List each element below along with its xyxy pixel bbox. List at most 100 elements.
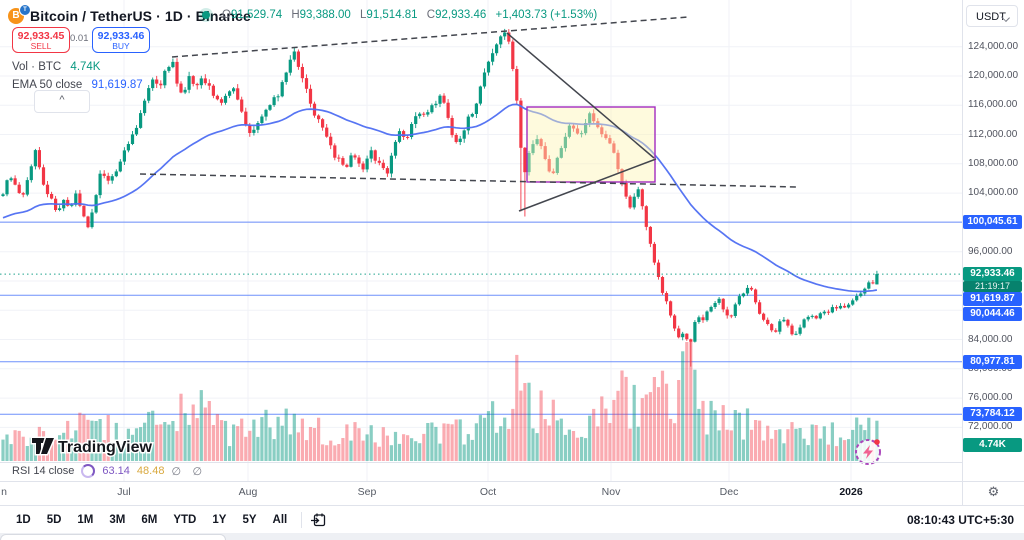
range-button-5y[interactable]: 5Y [242, 513, 257, 526]
toolbar-divider [301, 511, 303, 528]
price-axis[interactable]: 124,000.00 120,000.00 116,000.00 112,000.00… [963, 0, 1024, 481]
tether-coin-icon: T [19, 4, 31, 16]
rsi-legend-label: RSI 14 close [12, 465, 75, 477]
time-axis[interactable]: n Jul Aug Sep Oct Nov Dec 2026 [0, 482, 962, 505]
axis-settings-corner: ⚙ [963, 482, 1024, 505]
dashed-trendline-upper[interactable] [171, 16, 689, 58]
chevron-up-icon: ^ [59, 94, 65, 106]
range-button-3m[interactable]: 3M [109, 513, 126, 526]
spread-value: 0.01 [70, 33, 89, 44]
triangle-ascending-line[interactable] [518, 158, 657, 212]
rsi-value-2: 48.48 [136, 465, 165, 477]
rsi-legend[interactable]: RSI 14 close 63.14 48.48 ∅ ∅ [12, 464, 206, 478]
price-badge: 92,933.46 [963, 267, 1022, 281]
price-badge: 73,784.12 [963, 407, 1022, 421]
volume-legend-value: 4.74K [70, 61, 101, 73]
rsi-loading-spinner-icon [81, 464, 96, 478]
range-button-1m[interactable]: 1M [77, 513, 94, 526]
ohlc-high-label: H [291, 9, 300, 21]
time-tick-label: 2026 [839, 486, 863, 498]
rsi-value-1: 63.14 [102, 465, 130, 477]
timeaxis-separator [0, 481, 1024, 482]
ema-legend[interactable]: EMA 50 close 91,619.87 [12, 79, 143, 91]
ohlc-values: O91,529.74 H93,388.00 L91,514.81 C92,933… [216, 9, 597, 21]
price-badge: 91,619.87 [963, 292, 1022, 306]
ohlc-close-label: C [426, 9, 436, 21]
collapse-legend-button[interactable]: ^ [34, 90, 90, 113]
range-button-all[interactable]: All [272, 513, 288, 526]
time-tick-label: Oct [479, 486, 497, 498]
rectangle-drawing[interactable] [526, 106, 656, 183]
price-tick-label: 96,000.00 [968, 246, 1013, 257]
price-axis-border [962, 0, 963, 505]
candlestick-series [1, 28, 879, 367]
ohlc-close-value: 92,933.46 [435, 9, 487, 21]
bottom-toolbar: 1D 5D 1M 3M 6M YTD 1Y 5Y All 08:10:43 UTC+5:30 [0, 506, 1024, 533]
rsi-empty-values: ∅ ∅ [171, 464, 207, 478]
ema-line[interactable] [2, 103, 878, 293]
time-tick-label: n [1, 486, 7, 498]
price-badge: 4.74K [963, 438, 1022, 452]
user-drawings[interactable] [139, 16, 798, 212]
sell-price: 92,933.45 [17, 30, 65, 42]
price-tick-label: 76,000.00 [968, 392, 1013, 403]
time-tick-label: Sep [357, 486, 377, 498]
ema-legend-label: EMA 50 close [12, 79, 83, 91]
grid [0, 0, 962, 481]
range-button-5d[interactable]: 5D [46, 513, 62, 526]
price-badge: 100,045.61 [963, 215, 1022, 229]
price-tick-label: 84,000.00 [968, 334, 1013, 345]
price-tick-label: 112,000.00 [968, 129, 1018, 140]
ohlc-low-label: L [360, 9, 367, 21]
time-tick-label: Aug [238, 486, 258, 498]
tradingview-logo-text: TradingView [58, 439, 153, 456]
gear-icon[interactable]: ⚙ [987, 485, 1000, 500]
range-button-1y[interactable]: 1Y [212, 513, 227, 526]
collapsed-panel-edge[interactable] [0, 534, 226, 540]
price-tick-label: 108,000.00 [968, 158, 1019, 169]
ohlc-high-value: 93,388.00 [299, 9, 351, 21]
dashed-trendline-lower[interactable] [139, 173, 798, 188]
buy-label: BUY [112, 41, 130, 51]
time-tick-label: Nov [601, 486, 621, 498]
sell-button[interactable]: 92,933.45 SELL [12, 27, 70, 53]
ohlc-low-value: 91,514.81 [366, 9, 418, 21]
price-badge: 90,044.46 [963, 307, 1022, 321]
range-button-ytd[interactable]: YTD [173, 513, 197, 526]
time-tick-label: Jul [117, 486, 131, 498]
page-bottom-strip [0, 533, 1024, 540]
market-status-dot[interactable] [202, 11, 210, 19]
flash-promo-icon[interactable] [855, 439, 881, 465]
toolbar-separator [0, 505, 1024, 506]
symbol-icon: B T [8, 4, 34, 26]
currency-dropdown[interactable]: USDT [966, 5, 1018, 27]
buy-button[interactable]: 92,933.46 BUY [92, 27, 150, 53]
pane-separator[interactable] [0, 462, 1024, 463]
ohlc-open-label: O [222, 9, 231, 21]
price-tick-label: 72,000.00 [968, 421, 1013, 432]
sell-label: SELL [30, 41, 52, 51]
symbol-title[interactable]: Bitcoin / TetherUS · 1D · Binance [30, 8, 251, 24]
chart-canvas[interactable] [0, 0, 962, 481]
countdown-badge: 21:19:17 [963, 281, 1022, 292]
time-tick-label: Dec [719, 486, 739, 498]
tradingview-logo-mark [30, 436, 57, 456]
price-tick-label: 124,000.00 [968, 41, 1019, 52]
ema-legend-value: 91,619.87 [91, 79, 143, 91]
ohlc-change-value: +1,403.73 (+1.53%) [495, 9, 598, 21]
ohlc-open-value: 91,529.74 [230, 9, 283, 21]
go-to-date-button[interactable] [310, 512, 327, 528]
volume-series [1, 342, 879, 461]
tradingview-logo[interactable]: TradingView [30, 434, 180, 463]
range-button-1d[interactable]: 1D [16, 513, 31, 526]
triangle-descending-line[interactable] [506, 32, 655, 159]
price-tick-label: 116,000.00 [968, 99, 1018, 110]
volume-legend[interactable]: Vol · BTC 4.74K [12, 61, 100, 73]
calendar-arrow-icon [311, 513, 326, 526]
volume-legend-label: Vol · BTC [12, 61, 62, 73]
timezone-clock[interactable]: 08:10:43 UTC+5:30 [906, 512, 1014, 527]
range-button-6m[interactable]: 6M [141, 513, 158, 526]
price-tick-label: 120,000.00 [968, 70, 1019, 81]
price-level-lines[interactable] [0, 221, 962, 415]
